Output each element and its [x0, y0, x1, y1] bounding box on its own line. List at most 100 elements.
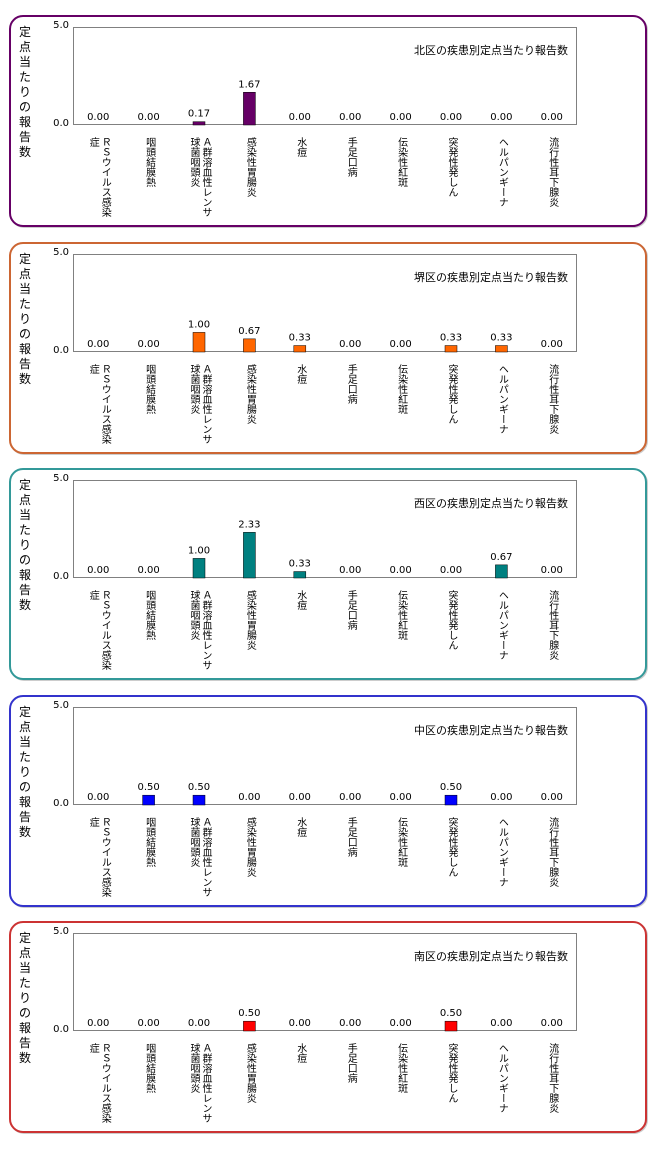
- category-label: 感染性胃腸炎: [244, 364, 256, 424]
- data-label: 1.00: [188, 545, 210, 556]
- category-label: 水痘: [294, 590, 306, 610]
- plot-area: 中区の疾患別定点当たり報告数: [73, 707, 577, 805]
- category-label: 流行性耳下腺炎: [546, 364, 558, 434]
- chart-title: 堺区の疾患別定点当たり報告数: [414, 271, 568, 284]
- bar: [444, 794, 458, 806]
- y-tick-label: 5.0: [53, 20, 69, 31]
- category-label: 伝染性紅斑: [395, 590, 407, 640]
- category-label: ＲＳウイルス感染症: [87, 590, 111, 670]
- data-label: 0.00: [289, 792, 311, 803]
- category-label: 伝染性紅斑: [395, 364, 407, 414]
- category-label: 手足口病: [345, 364, 357, 404]
- category-label: ＲＳウイルス感染症: [87, 137, 111, 217]
- data-label: 0.00: [339, 1018, 361, 1029]
- data-label: 0.00: [87, 112, 109, 123]
- y-tick-label: 0.0: [53, 798, 69, 809]
- chart-panel: 定点当たりの報告数 5.0 0.0 西区の疾患別定点当たり報告数 0.00 0.00 1.0…: [9, 468, 647, 680]
- bar-series: 0.00 0.50 0.50 0.00 0.00 0.00 0.00 0.50 0.00 0.00: [87, 782, 563, 806]
- data-label: 0.00: [440, 565, 462, 576]
- category-label: 突発性発しん: [446, 1043, 457, 1103]
- category-label: ヘルパンギーナ: [496, 137, 508, 207]
- data-label: 0.00: [389, 565, 411, 576]
- data-label: 0.00: [541, 792, 563, 803]
- data-label: 0.00: [339, 112, 361, 123]
- data-label: 0.00: [87, 792, 109, 803]
- bar: [293, 571, 307, 579]
- data-label: 0.00: [188, 1018, 210, 1029]
- y-axis-label: 定点当たりの報告数: [19, 252, 32, 386]
- data-label: 0.17: [188, 109, 210, 120]
- category-label: 突発性発しん: [446, 137, 457, 197]
- category-label: Ａ群溶血性レンサ 球菌咽頭炎: [188, 1043, 211, 1123]
- data-label: 0.67: [238, 326, 260, 337]
- category-label: 流行性耳下腺炎: [546, 590, 558, 660]
- data-label: 2.33: [238, 519, 260, 530]
- category-label: ＲＳウイルス感染症: [87, 1043, 111, 1123]
- category-label: 手足口病: [345, 1043, 357, 1083]
- category-label: 咽頭結膜熱: [143, 590, 155, 640]
- category-label: 手足口病: [345, 590, 357, 630]
- category-label: 水痘: [294, 1043, 306, 1063]
- category-label: Ａ群溶血性レンサ 球菌咽頭炎: [188, 817, 211, 897]
- data-label: 1.00: [188, 319, 210, 330]
- bar: [243, 1020, 256, 1032]
- category-label: Ａ群溶血性レンサ 球菌咽頭炎: [188, 137, 211, 217]
- y-tick-label: 0.0: [53, 1024, 69, 1035]
- data-label: 0.00: [87, 1018, 109, 1029]
- category-label: 伝染性紅斑: [395, 137, 407, 187]
- data-label: 0.00: [137, 339, 159, 350]
- category-label: 水痘: [294, 137, 306, 157]
- bar: [243, 338, 256, 353]
- data-label: 0.33: [440, 333, 462, 344]
- y-axis-label: 定点当たりの報告数: [19, 25, 32, 159]
- data-label: 0.00: [339, 339, 361, 350]
- plot-area: 西区の疾患別定点当たり報告数: [73, 480, 577, 578]
- category-label: ヘルパンギーナ: [496, 364, 508, 434]
- data-label: 0.00: [541, 339, 563, 350]
- bar: [192, 121, 206, 126]
- data-label: 0.33: [289, 559, 311, 570]
- category-label: ヘルパンギーナ: [496, 590, 508, 660]
- plot-area: 堺区の疾患別定点当たり報告数: [73, 254, 577, 352]
- category-label: ヘルパンギーナ: [496, 817, 508, 887]
- y-tick-label: 0.0: [53, 571, 69, 582]
- chart-title: 北区の疾患別定点当たり報告数: [414, 44, 568, 57]
- plot-area: 北区の疾患別定点当たり報告数: [73, 27, 577, 125]
- bar: [243, 92, 256, 126]
- category-label: 突発性発しん: [446, 817, 457, 877]
- data-label: 0.67: [490, 552, 512, 563]
- category-label: Ａ群溶血性レンサ 球菌咽頭炎: [188, 590, 211, 670]
- data-label: 0.00: [289, 1018, 311, 1029]
- data-label: 0.00: [541, 112, 563, 123]
- y-tick-label: 5.0: [53, 926, 69, 937]
- bar: [192, 332, 206, 353]
- category-label: 流行性耳下腺炎: [546, 1043, 558, 1113]
- category-label: 咽頭結膜熱: [143, 1043, 155, 1093]
- data-label: 0.50: [137, 782, 159, 793]
- y-axis-label: 定点当たりの報告数: [19, 705, 32, 839]
- data-label: 0.50: [188, 782, 210, 793]
- category-label: Ａ群溶血性レンサ 球菌咽頭炎: [188, 364, 211, 444]
- data-label: 0.00: [339, 565, 361, 576]
- data-label: 0.00: [238, 792, 260, 803]
- data-label: 0.50: [440, 1008, 462, 1019]
- data-label: 0.00: [490, 112, 512, 123]
- category-label: 突発性発しん: [446, 364, 457, 424]
- bar: [293, 345, 307, 353]
- chart-title: 中区の疾患別定点当たり報告数: [414, 724, 568, 737]
- category-label: 感染性胃腸炎: [244, 137, 256, 197]
- category-label: 感染性胃腸炎: [244, 1043, 256, 1103]
- data-label: 0.00: [490, 1018, 512, 1029]
- y-tick-label: 5.0: [53, 247, 69, 258]
- category-label: 伝染性紅斑: [395, 817, 407, 867]
- data-label: 0.00: [389, 792, 411, 803]
- bar: [192, 558, 206, 579]
- chart-panel: 定点当たりの報告数 5.0 0.0 堺区の疾患別定点当たり報告数 0.00 0.00 1.0…: [9, 242, 647, 454]
- bar-series: 0.00 0.00 1.00 2.33 0.33 0.00 0.00 0.00 0.67 0.00: [87, 519, 563, 579]
- category-label: 突発性発しん: [446, 590, 457, 650]
- bar: [192, 794, 206, 806]
- data-label: 0.00: [137, 112, 159, 123]
- category-label: 手足口病: [345, 137, 357, 177]
- category-label: 流行性耳下腺炎: [546, 137, 558, 207]
- bar-series: 0.00 0.00 0.00 0.50 0.00 0.00 0.00 0.50 0.00 0.00: [87, 1008, 563, 1032]
